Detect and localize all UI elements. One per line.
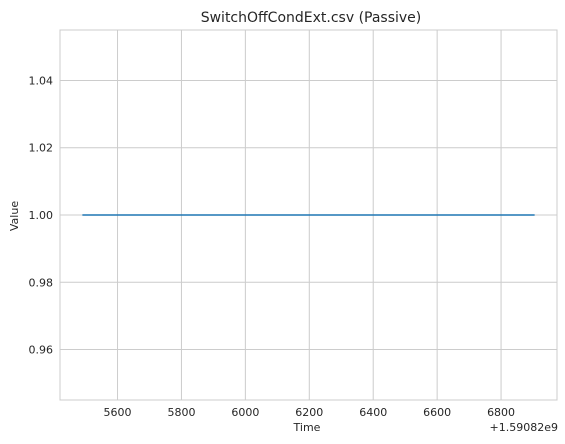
y-tick-label: 0.96 xyxy=(29,344,54,357)
plot-area xyxy=(59,29,558,401)
y-tick-label: 1.00 xyxy=(29,209,54,222)
x-axis-label: Time xyxy=(293,421,321,434)
x-tick-label: 6200 xyxy=(295,406,323,419)
x-tick-label: 6000 xyxy=(231,406,259,419)
chart-title: SwitchOffCondExt.csv (Passive) xyxy=(201,10,422,26)
x-axis: 5600 5800 6000 6200 6400 6600 6800 xyxy=(104,406,516,419)
x-tick-label: 6800 xyxy=(487,406,515,419)
x-tick-label: 5800 xyxy=(167,406,195,419)
y-tick-label: 1.02 xyxy=(29,142,54,155)
y-tick-label: 1.04 xyxy=(29,74,54,87)
x-tick-label: 6600 xyxy=(423,406,451,419)
y-tick-label: 0.98 xyxy=(29,276,54,289)
x-tick-label: 6400 xyxy=(359,406,387,419)
y-axis-label: Value xyxy=(8,201,21,231)
x-tick-label: 5600 xyxy=(104,406,132,419)
x-axis-offset-label: +1.59082e9 xyxy=(490,421,558,434)
y-axis: 0.96 0.98 1.00 1.02 1.04 xyxy=(29,74,54,356)
